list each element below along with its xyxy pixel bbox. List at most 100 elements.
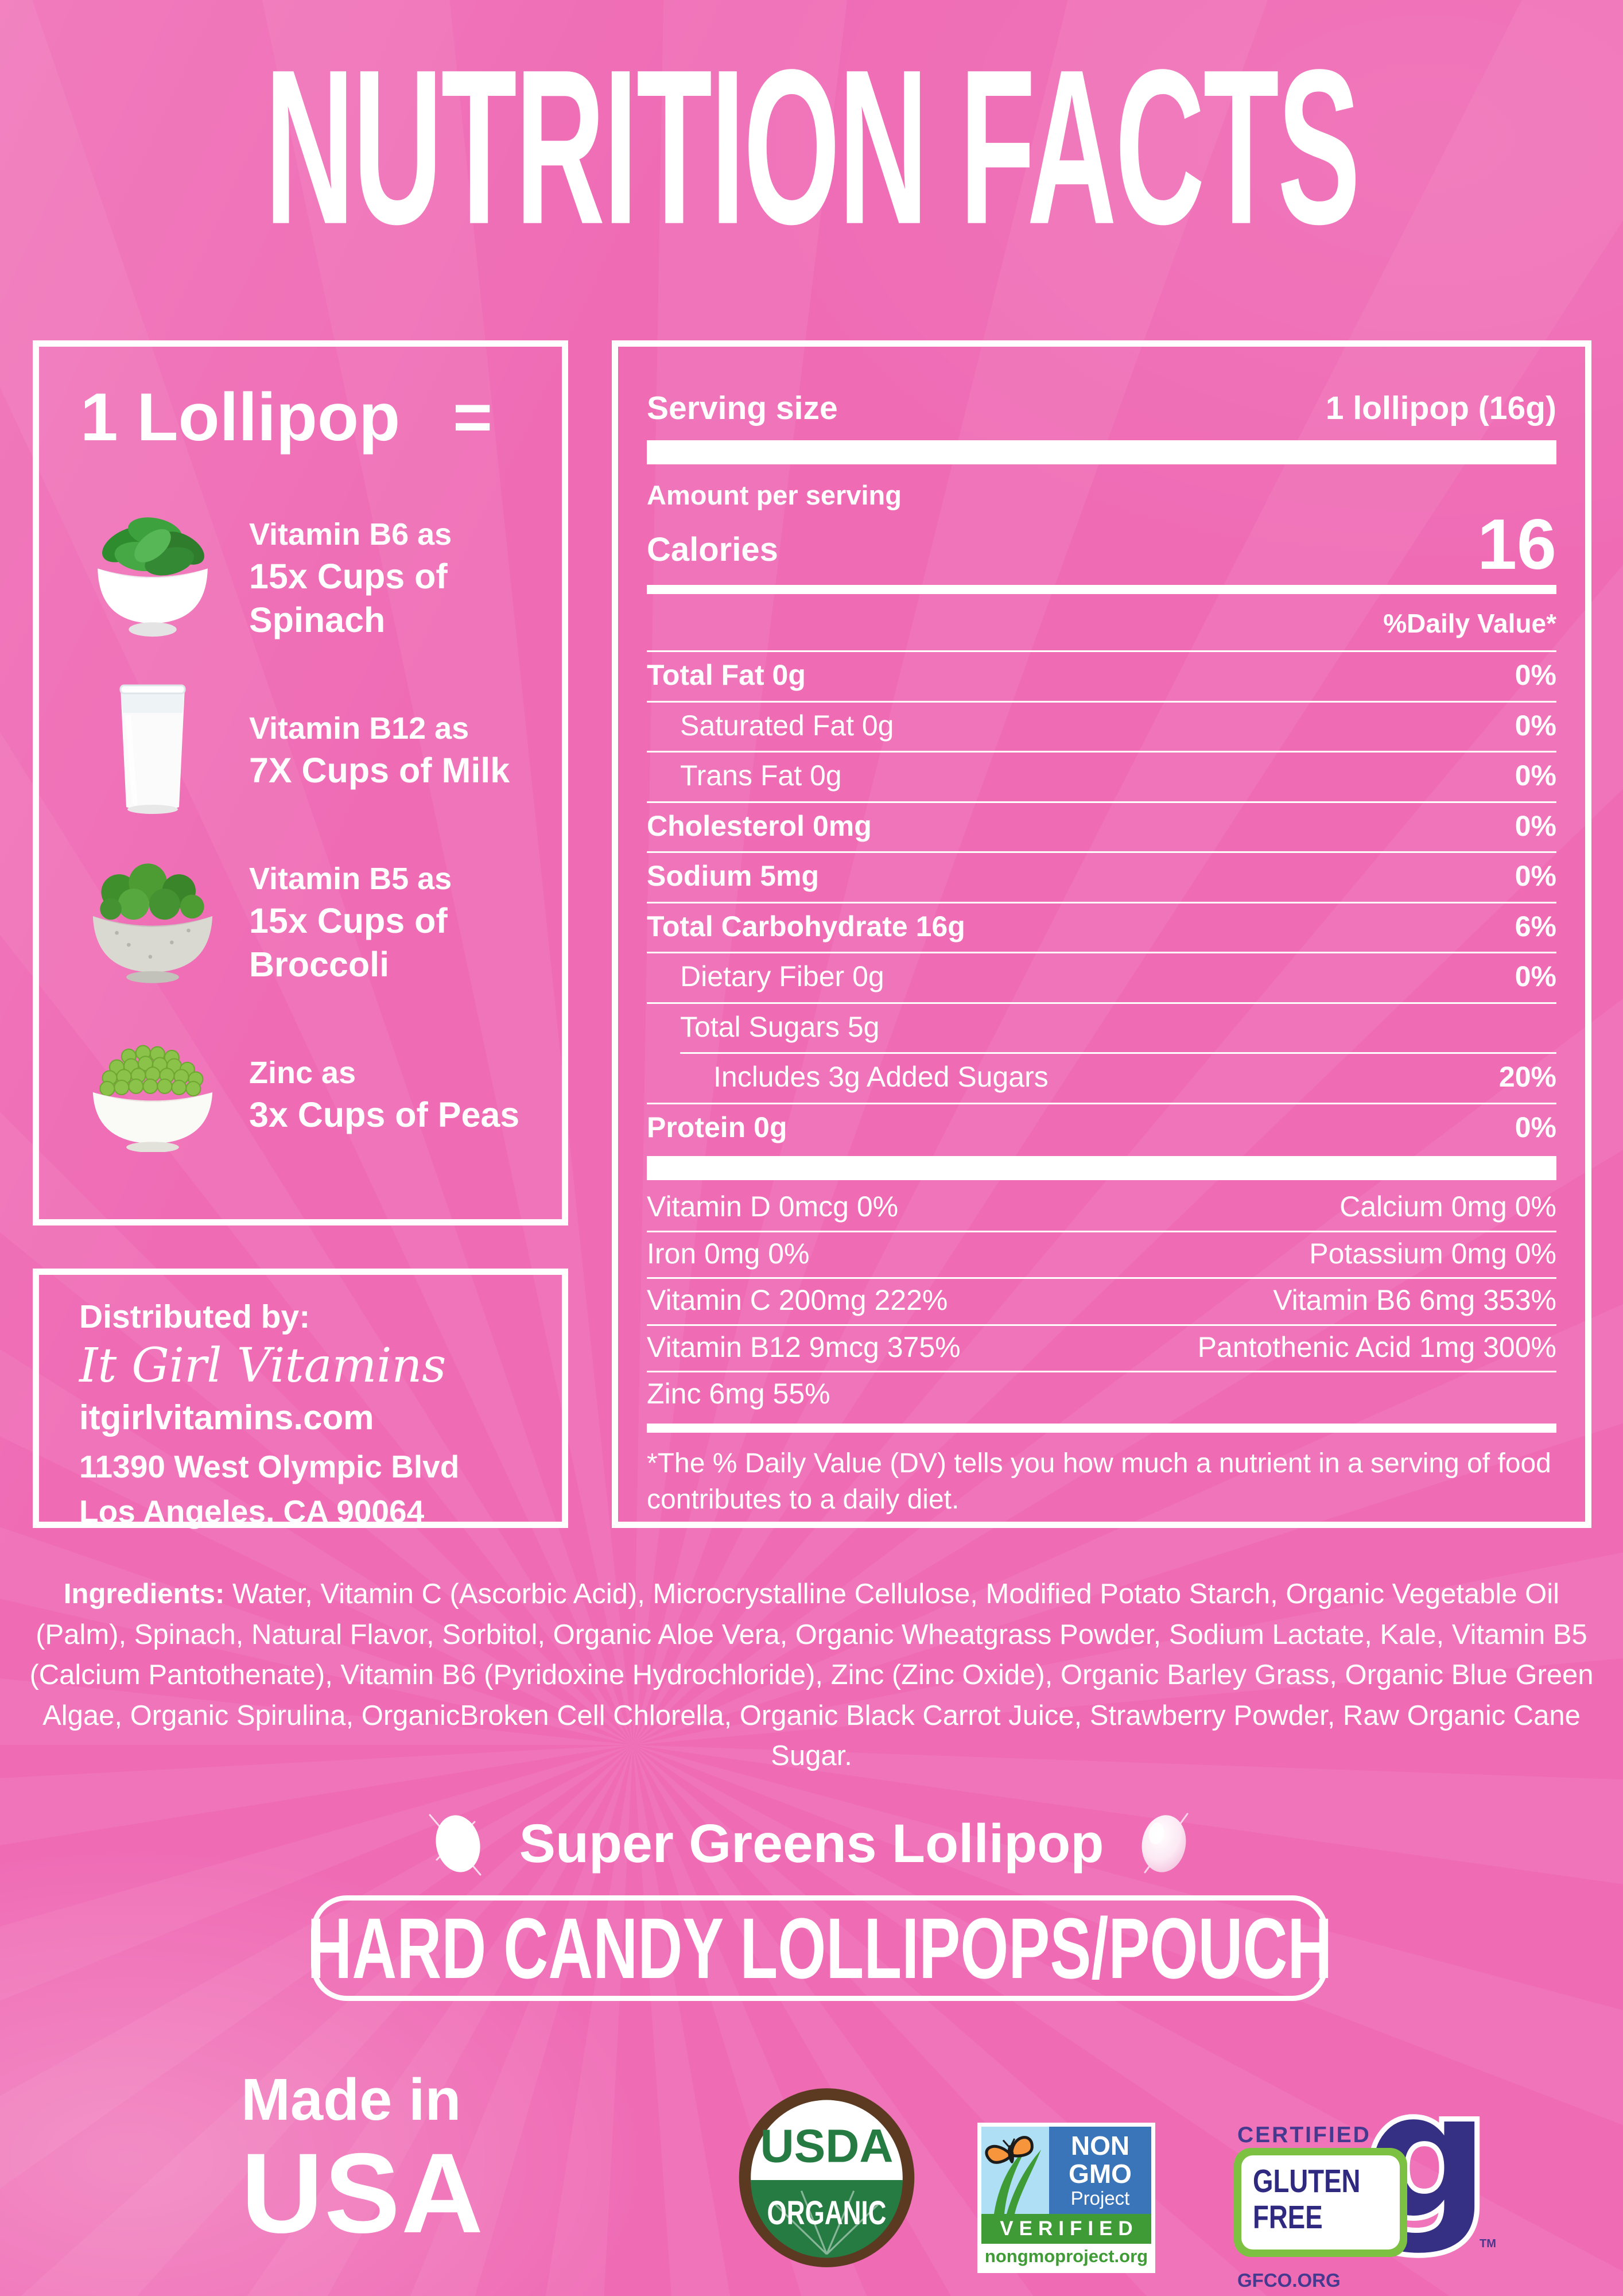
lollipop-sparkle-icon	[1130, 1805, 1198, 1883]
micronutrient-left: Vitamin B12 9mcg 375%	[647, 1331, 961, 1363]
table-row: Trans Fat 0g 0%	[647, 751, 1556, 801]
micronutrient-right: Vitamin B6 6mg 353%	[1273, 1284, 1556, 1317]
nutrient-label: Saturated Fat 0g	[680, 709, 894, 742]
gluten-word: GLUTEN	[1253, 2163, 1361, 2200]
micronutrient-left: Iron 0mg 0%	[647, 1237, 810, 1270]
footnote-line: 2,000 calories a day is used for general…	[647, 1518, 1556, 1522]
calories-label: Calories	[647, 531, 778, 569]
equivalent-nutrient: Vitamin B5 as	[249, 861, 452, 896]
table-row: Total Fat 0g 0%	[647, 650, 1556, 701]
serving-size-label: Serving size	[647, 390, 838, 426]
micronutrient-left: Vitamin D 0mcg 0%	[647, 1190, 899, 1223]
brand-website: itgirlvitamins.com	[79, 1398, 374, 1437]
equivalent-amount: 3x Cups of Peas	[249, 1095, 520, 1134]
verified-band: VERIFIED	[981, 2214, 1151, 2244]
distributor-panel: Distributed by: It Girl Vitamins itgirlv…	[33, 1269, 568, 1529]
free-word: FREE	[1253, 2198, 1323, 2236]
distributor-heading: Distributed by:	[79, 1298, 310, 1335]
table-row: Zinc 6mg 55%	[647, 1371, 1556, 1418]
micronutrient-right: Calcium 0mg 0%	[1339, 1190, 1556, 1223]
list-item: Vitamin B6 as 15x Cups of Spinach	[80, 502, 546, 654]
nutrient-value: 0%	[1515, 659, 1556, 692]
nutrient-value: 20%	[1498, 1061, 1556, 1093]
pouch-type-badge: HARD CANDY LOLLIPOPS/POUCH	[307, 1895, 1332, 2001]
peas-bowl-icon	[80, 1037, 225, 1152]
address-line: Los Angeles, CA 90064	[79, 1494, 425, 1530]
certified-gluten-free-badge-icon: CERTIFIED g GLUTEN FREE TM GFCO.ORG	[1234, 2078, 1498, 2296]
certified-label: CERTIFIED	[1237, 2123, 1371, 2147]
table-row: Protein 0g 0%	[647, 1102, 1556, 1153]
serving-size-row: Serving size 1 lollipop (16g)	[647, 390, 1556, 426]
equivalent-text: Vitamin B12 as 7X Cups of Milk	[249, 708, 510, 792]
equivalent-nutrient: Vitamin B6 as	[249, 517, 452, 552]
nutrient-value: 0%	[1515, 860, 1556, 893]
separator-bar	[647, 1156, 1556, 1181]
micronutrient-left: Vitamin C 200mg 222%	[647, 1284, 948, 1317]
table-row: Saturated Fat 0g 0%	[647, 700, 1556, 751]
table-row: Vitamin B12 9mcg 375% Pantothenic Acid 1…	[647, 1324, 1556, 1371]
table-row: Vitamin D 0mcg 0% Calcium 0mg 0%	[647, 1184, 1556, 1231]
usa-label: USA	[241, 2130, 485, 2256]
nutrient-label: Trans Fat 0g	[680, 759, 842, 792]
nutrient-label: Protein 0g	[647, 1111, 787, 1143]
nutrient-value: 0%	[1515, 809, 1556, 842]
nutrition-facts-panel: Serving size 1 lollipop (16g) Amount per…	[612, 340, 1591, 1528]
nutrient-label: Total Sugars 5g	[680, 1010, 880, 1043]
nongmo-word: Project	[1070, 2187, 1130, 2209]
list-item: Vitamin B5 as 15x Cups of Broccoli	[80, 846, 546, 999]
nongmo-top: NON GMO Project	[981, 2127, 1151, 2214]
table-row: Cholesterol 0mg 0%	[647, 801, 1556, 852]
equivalent-text: Vitamin B6 as 15x Cups of Spinach	[249, 514, 546, 642]
micronutrient-right: Potassium 0mg 0%	[1309, 1237, 1556, 1270]
separator-bar	[647, 1423, 1556, 1433]
equivalent-amount: 7X Cups of Milk	[249, 750, 510, 790]
broccoli-bowl-icon	[80, 861, 225, 984]
equivalents-heading-text: 1 Lollipop	[80, 379, 401, 455]
table-row: Total Carbohydrate 16g 6%	[647, 901, 1556, 952]
non-gmo-verified-badge-icon: NON GMO Project VERIFIED nongmoproject.o…	[977, 2123, 1155, 2273]
daily-value-header: %Daily Value*	[1383, 608, 1556, 639]
nutrient-value: 0%	[1515, 709, 1556, 742]
daily-value-footnote: *The % Daily Value (DV) tells you how mu…	[647, 1445, 1556, 1522]
separator-bar	[647, 585, 1556, 595]
ingredients-paragraph: Ingredients: Water, Vitamin C (Ascorbic …	[23, 1574, 1600, 1777]
calories-row: Calories 16	[647, 505, 1556, 584]
micronutrient-left: Zinc 6mg 55%	[647, 1378, 830, 1410]
equivalent-nutrient: Zinc as	[249, 1055, 356, 1090]
table-row: Sodium 5mg 0%	[647, 851, 1556, 902]
table-row: Iron 0mg 0% Potassium 0mg 0%	[647, 1230, 1556, 1278]
separator-bar	[647, 440, 1556, 464]
equivalent-text: Zinc as 3x Cups of Peas	[249, 1053, 519, 1137]
lollipop-sparkle-icon	[425, 1805, 493, 1883]
nutrient-label: Cholesterol 0mg	[647, 809, 872, 842]
nutrient-value: 0%	[1515, 960, 1556, 993]
nongmo-url: nongmoproject.org	[981, 2244, 1151, 2269]
trademark-symbol: TM	[1480, 2237, 1496, 2250]
gluten-free-inner: GLUTEN FREE	[1241, 2155, 1400, 2250]
nutrient-value: 0%	[1515, 1111, 1556, 1143]
brand-name: It Girl Vitamins	[79, 1339, 446, 1393]
footnote-line: *The % Daily Value (DV) tells you how mu…	[647, 1448, 1551, 1515]
equivalents-heading: 1 Lollipop =	[80, 383, 546, 451]
lollipop-equivalents-panel: 1 Lollipop =	[33, 340, 568, 1225]
gfco-url: GFCO.ORG	[1237, 2270, 1341, 2291]
equals-sign: =	[453, 379, 493, 455]
made-in-label: Made in	[241, 2066, 461, 2132]
address-line: 11390 West Olympic Blvd	[79, 1449, 460, 1485]
serving-size-value: 1 lollipop (16g)	[1325, 390, 1556, 426]
nongmo-wordmark: NON GMO Project	[1049, 2127, 1151, 2214]
list-item: Vitamin B12 as 7X Cups of Milk	[80, 674, 546, 827]
table-row: Dietary Fiber 0g 0%	[647, 952, 1556, 1002]
nutrient-label: Includes 3g Added Sugars	[713, 1061, 1049, 1093]
equivalents-list: Vitamin B6 as 15x Cups of Spinach Vitami…	[80, 502, 546, 1171]
page-title-wrap: NUTRITION FACTS	[0, 31, 1623, 262]
butterfly-icon	[981, 2127, 1049, 2214]
calories-value: 16	[1477, 505, 1556, 584]
list-item: Zinc as 3x Cups of Peas	[80, 1018, 546, 1171]
ingredients-text: Water, Vitamin C (Ascorbic Acid), Microc…	[29, 1578, 1594, 1772]
made-in-usa: Made in USA	[241, 2066, 485, 2256]
product-name-row: Super Greens Lollipop	[0, 1805, 1623, 1883]
nutrient-label: Sodium 5mg	[647, 860, 820, 893]
table-row: Total Sugars 5g	[647, 1002, 1556, 1053]
table-row: Vitamin C 200mg 222% Vitamin B6 6mg 353%	[647, 1277, 1556, 1324]
